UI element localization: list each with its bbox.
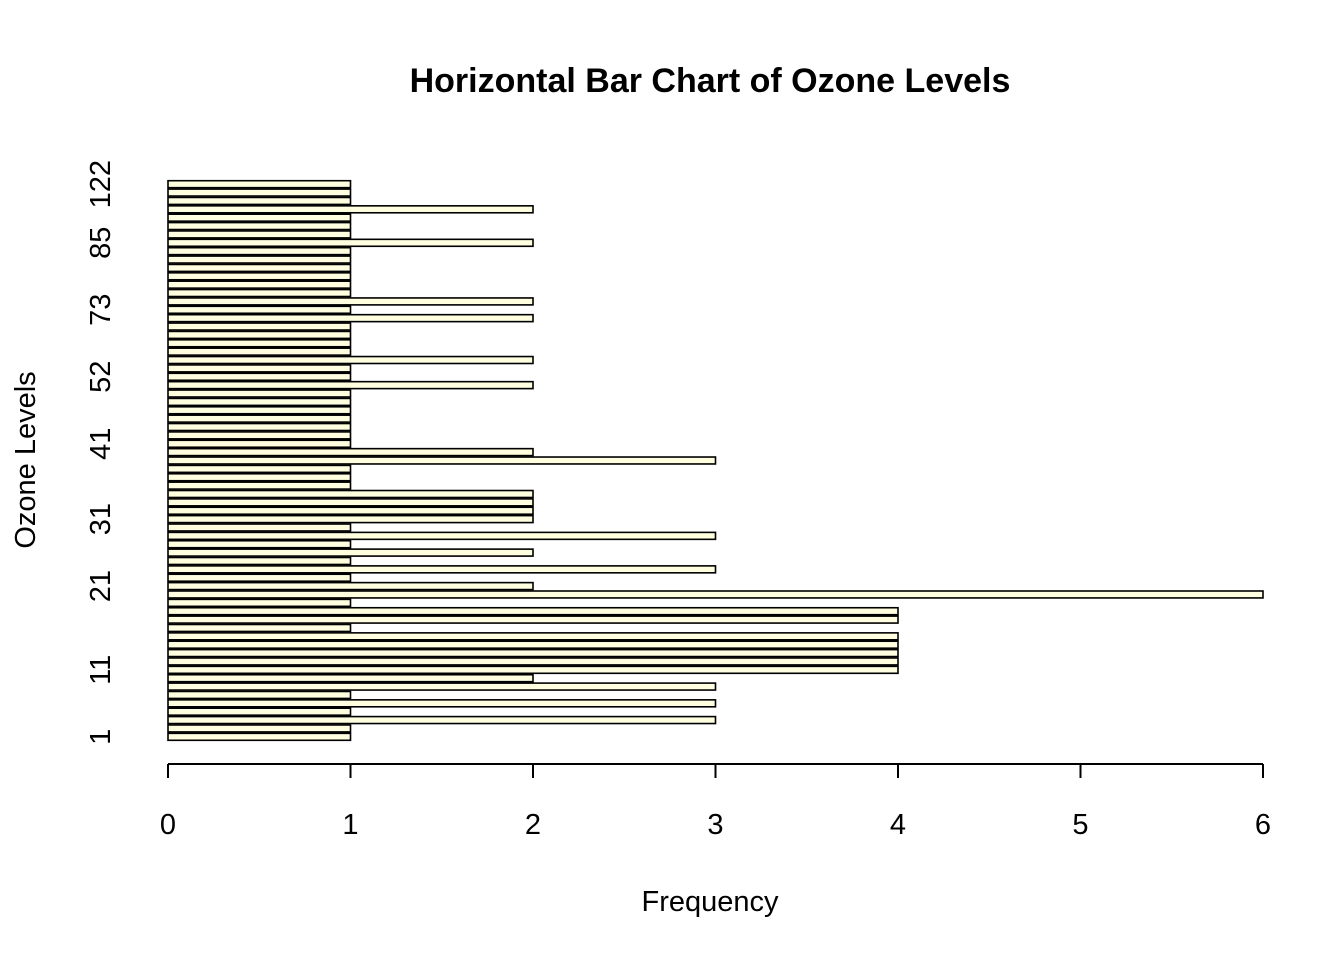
bar (167, 539, 352, 549)
bar (167, 339, 352, 348)
bar (167, 230, 352, 239)
bar (167, 707, 352, 716)
bars-group (167, 179, 1264, 742)
bar (167, 179, 352, 189)
bar (167, 389, 352, 398)
x-axis: 0 1 2 3 4 5 6 (160, 763, 1271, 841)
y-axis-label: Ozone Levels (10, 371, 42, 548)
y-tick-label: 73 (85, 294, 117, 326)
bar (167, 246, 352, 256)
bar (167, 305, 352, 315)
bar (167, 623, 352, 633)
bar (167, 439, 352, 449)
bar (167, 313, 534, 323)
y-tick-label: 52 (85, 361, 117, 393)
bar (167, 288, 352, 298)
bar (167, 213, 352, 222)
x-axis-label: Frequency (641, 886, 779, 918)
bar (167, 640, 899, 649)
bar (167, 272, 352, 281)
bar (167, 699, 717, 708)
bar (167, 380, 534, 390)
bar (167, 322, 352, 331)
bar (167, 506, 534, 516)
bar (167, 590, 1264, 599)
x-tick-label: 6 (1255, 809, 1271, 841)
bar (167, 732, 352, 742)
bar (167, 565, 717, 574)
y-tick-label: 122 (85, 160, 117, 208)
bar (167, 581, 534, 591)
bar (167, 665, 899, 675)
bar (167, 682, 717, 691)
bar (167, 196, 352, 206)
bar (167, 330, 352, 340)
bar (167, 263, 352, 273)
bar (167, 673, 534, 683)
y-tick-label: 11 (85, 655, 117, 685)
bar (167, 422, 352, 432)
bar (167, 405, 352, 415)
chart-title: Horizontal Bar Chart of Ozone Levels (410, 62, 1011, 100)
bar (167, 297, 534, 306)
bar (167, 724, 352, 733)
bar (167, 615, 899, 624)
y-tick-label: 1 (85, 729, 117, 745)
bar (167, 598, 352, 608)
bar (167, 205, 534, 214)
bar (167, 548, 534, 557)
bar (167, 489, 534, 499)
x-tick-label: 3 (707, 809, 723, 841)
bar (167, 657, 899, 666)
bar (167, 715, 717, 725)
bar (167, 648, 899, 658)
bar (167, 447, 534, 457)
bar (167, 556, 352, 566)
y-tick-label: 41 (85, 428, 117, 460)
bar (167, 280, 352, 289)
bar (167, 238, 534, 248)
bar (167, 255, 352, 264)
bar (167, 514, 534, 524)
bar (167, 464, 352, 474)
bar (167, 347, 352, 356)
y-tick-label: 85 (85, 227, 117, 259)
bar (167, 364, 352, 373)
x-tick-label: 5 (1072, 809, 1088, 841)
bar (167, 456, 717, 465)
y-tick-label: 21 (85, 570, 117, 602)
bar (167, 221, 352, 231)
bar (167, 372, 352, 382)
x-tick-label: 2 (525, 809, 541, 841)
bar (167, 606, 899, 616)
x-tick-label: 0 (160, 809, 176, 841)
x-tick-label: 4 (890, 809, 906, 841)
bar (167, 431, 352, 440)
bar (167, 523, 352, 532)
bar (167, 472, 352, 482)
x-tick-label: 1 (342, 809, 358, 841)
bar (167, 397, 352, 407)
bar (167, 632, 899, 641)
bar (167, 188, 352, 197)
bar (167, 690, 352, 700)
bar (167, 355, 534, 365)
bar (167, 573, 352, 582)
bar (167, 481, 352, 490)
bar (167, 498, 534, 507)
bar (167, 414, 352, 423)
y-tick-label: 31 (85, 503, 117, 535)
bar (167, 531, 717, 541)
